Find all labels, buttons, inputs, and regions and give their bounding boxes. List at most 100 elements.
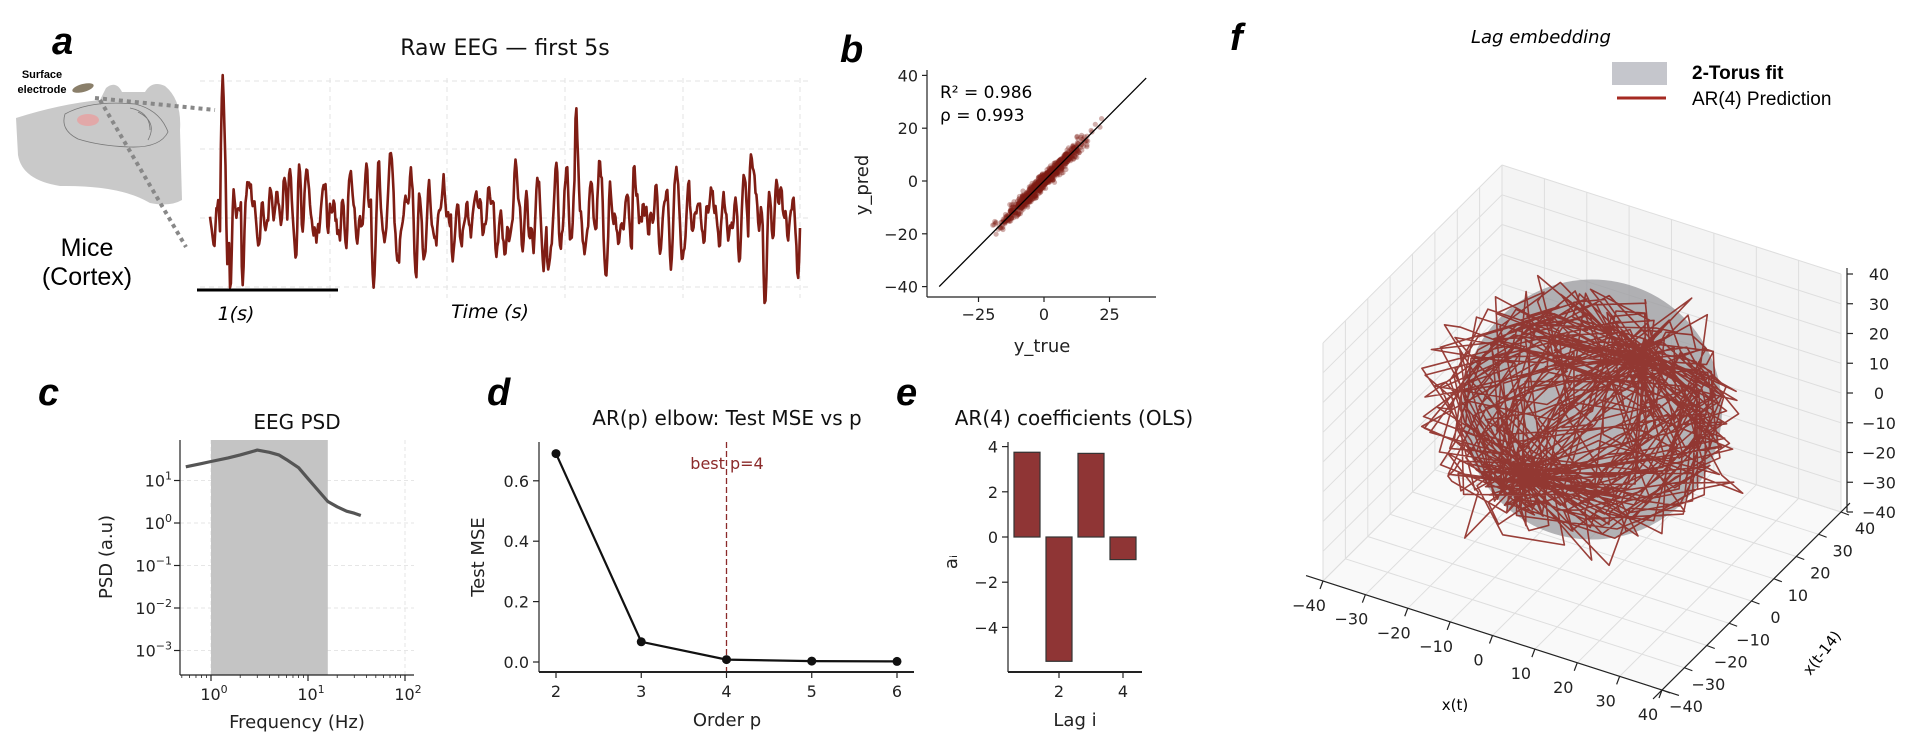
scatter-point (1054, 170, 1060, 177)
scatter-point (1062, 151, 1069, 157)
scatter-point (1044, 179, 1050, 185)
scatter-point (1043, 171, 1049, 177)
scatter-point (1030, 193, 1036, 199)
scatter-point (1084, 133, 1090, 139)
scatter-point (1019, 205, 1025, 211)
scatter-point (1059, 170, 1065, 176)
scatter-point (1032, 185, 1038, 191)
y-tick-3d (1706, 644, 1715, 650)
y-tick-label-3d: −10 (1736, 630, 1770, 649)
scatter-point (1059, 167, 1065, 173)
panel-label-f: f (1230, 17, 1246, 59)
scatter-point (1038, 175, 1044, 181)
scatter-point (1044, 179, 1050, 185)
scatter-point (1026, 191, 1032, 198)
mse-line (554, 453, 898, 663)
scatter-point (1047, 167, 1053, 174)
scatter-point (1043, 172, 1050, 178)
scatter-point (1047, 179, 1053, 185)
scatter-point (1052, 168, 1058, 174)
y-tick-label-3d: 30 (1832, 541, 1852, 560)
y-tick-3d (1840, 511, 1850, 516)
scatter-point (1025, 199, 1031, 205)
scatter-point (1045, 173, 1051, 179)
mse-point (892, 656, 902, 666)
scatter-point (1050, 177, 1056, 183)
scatter-point (1036, 179, 1042, 185)
scatter-point (1057, 160, 1064, 166)
scatter-point (1047, 168, 1053, 174)
scatter-point (1050, 173, 1057, 179)
scatter-point (1015, 211, 1022, 217)
scatter-point (1009, 214, 1015, 221)
scatter-point (1031, 184, 1037, 190)
scatter-point (1002, 219, 1008, 225)
scatter-point (1020, 206, 1026, 212)
scatter-point (1026, 186, 1033, 192)
scatter-point (1022, 193, 1029, 199)
right-pane-gridline (1501, 224, 1842, 334)
x-tick-3d (1573, 662, 1578, 671)
scatter-point (1027, 187, 1033, 193)
y-tick-3d (1684, 667, 1693, 672)
scatter-point (1016, 196, 1022, 202)
x-tick-label-3d: 30 (1595, 691, 1615, 710)
scatter-point (1042, 180, 1049, 186)
scatter-point (1025, 198, 1031, 204)
scatter-point (1070, 143, 1076, 149)
scatter-point (1041, 183, 1047, 189)
mse-point (722, 655, 731, 665)
scatter-point (993, 219, 999, 225)
scatter-point (1055, 159, 1061, 166)
scatter-point (1054, 159, 1060, 165)
scatter-point (1041, 179, 1047, 185)
scatter-point (1050, 173, 1056, 179)
scatter-point (1020, 193, 1026, 199)
r2-annotation: R² = 0.986 (940, 83, 1032, 103)
scatter-point (1063, 166, 1069, 173)
x-tick-3d (1658, 689, 1663, 699)
scatter-point (1020, 188, 1026, 194)
elbow-xtick-label: 2 (551, 682, 561, 701)
mse-point (636, 637, 646, 647)
region-label: (Cortex) (42, 263, 132, 291)
scatter-point (1042, 181, 1048, 187)
z-tick-label-3d: 20 (1869, 325, 1889, 344)
left-pane-gridline (1322, 253, 1503, 433)
species-label: Mice (61, 234, 114, 262)
scatter-ytick-label: 20 (898, 119, 918, 138)
scatter-point (1033, 183, 1039, 189)
scatter-point (1074, 140, 1080, 146)
scatter-point (1016, 193, 1023, 200)
x-tick-label-3d: −30 (1334, 610, 1368, 629)
cortex-highlight (77, 114, 99, 126)
panel-label-e: e (896, 372, 917, 414)
scatter-point (1063, 152, 1069, 158)
scatter-point (1029, 185, 1035, 191)
scatter-point (1041, 182, 1047, 188)
scatter-point (1061, 162, 1067, 168)
scatter-point (1044, 170, 1050, 176)
scatter-point (1054, 161, 1060, 167)
x-tick-3d (1361, 594, 1366, 603)
scatter-point (1020, 193, 1026, 199)
scale-bar-label: 1(s) (218, 303, 255, 325)
scatter-point (1043, 185, 1049, 191)
scatter-point (1056, 158, 1062, 164)
y-tick-label-3d: −30 (1691, 675, 1725, 694)
scatter-point (992, 218, 998, 225)
scatter-point (1034, 184, 1040, 190)
coef-ytick-label: 0 (988, 528, 998, 547)
scatter-point (1026, 198, 1032, 204)
scatter-point (1031, 189, 1037, 195)
scatter-point (999, 225, 1005, 231)
scatter-point (1029, 196, 1035, 202)
coef-bar (1013, 451, 1041, 538)
scatter-point (1034, 184, 1040, 190)
scatter-point (1009, 215, 1015, 222)
panel-label-a: a (52, 21, 73, 63)
scatter-point (1045, 170, 1051, 176)
scatter-point (1031, 182, 1037, 188)
scatter-point (999, 219, 1005, 225)
scatter-point (1047, 163, 1054, 169)
